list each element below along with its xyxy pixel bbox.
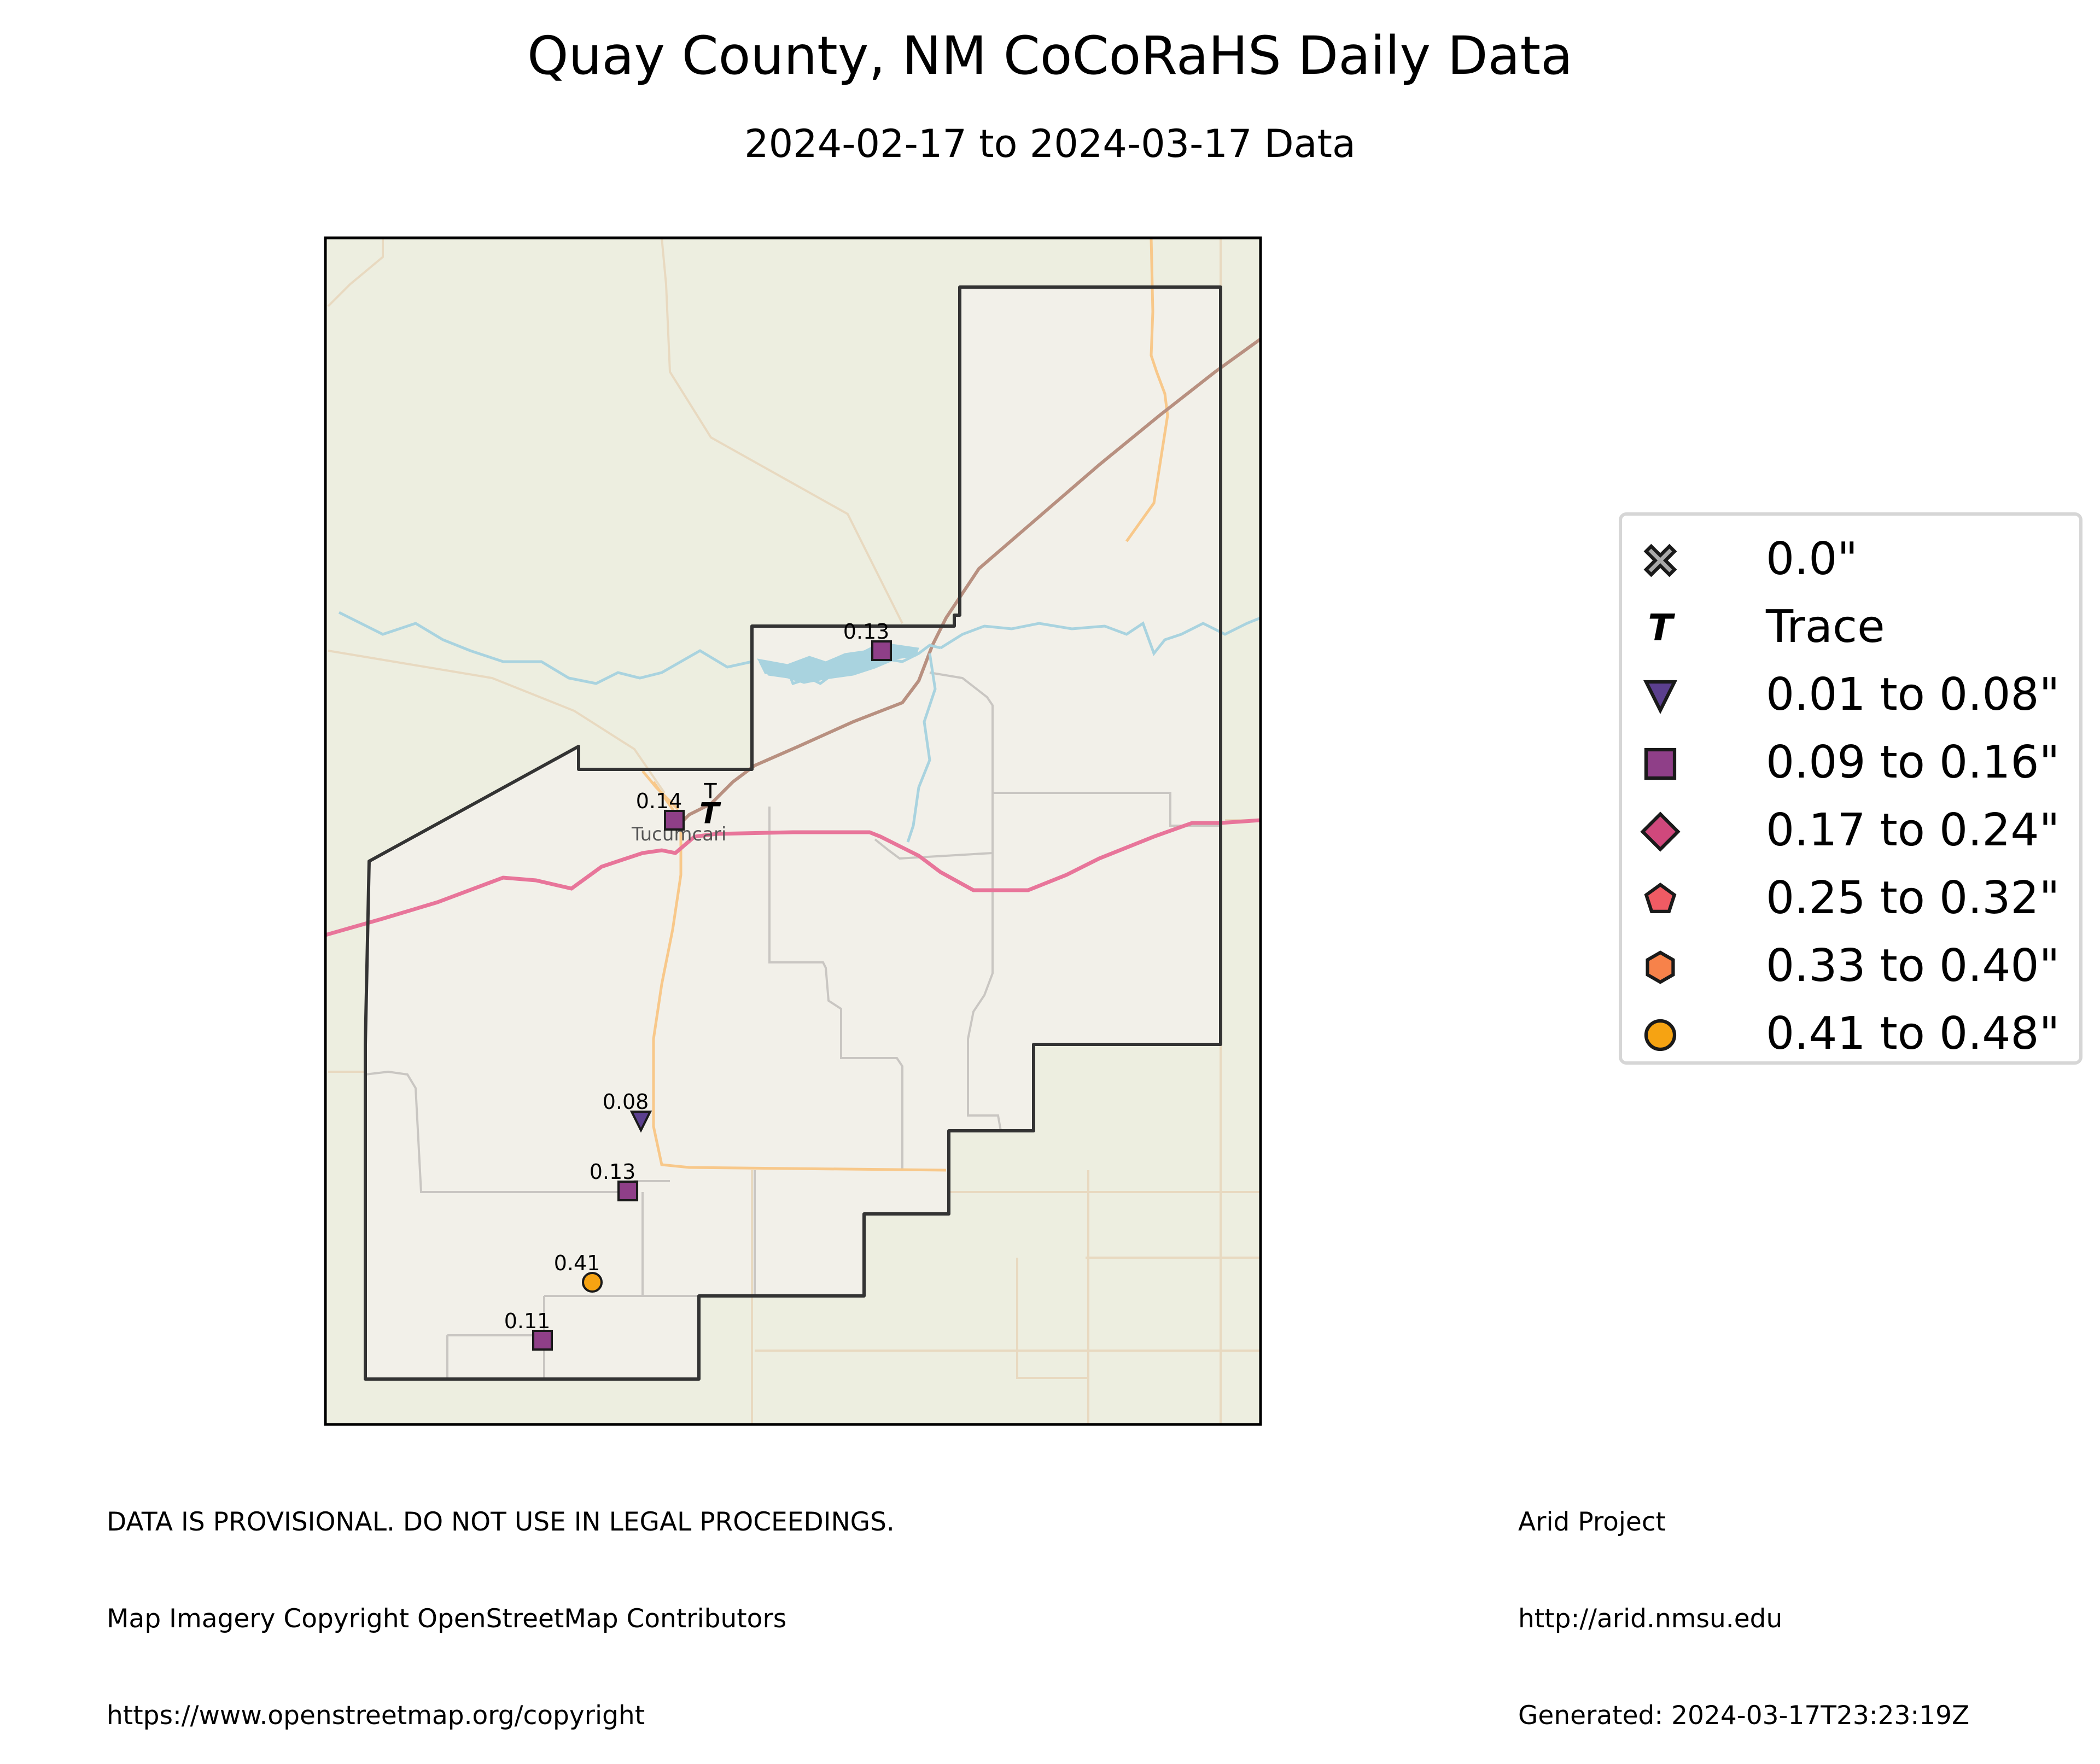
- footer-line[interactable]: http://arid.nmsu.edu: [1518, 1604, 1783, 1634]
- station-value-label: 0.13: [843, 620, 890, 644]
- svg-text:T: T: [1648, 606, 1675, 649]
- footer-line: DATA IS PROVISIONAL. DO NOT USE IN LEGAL…: [107, 1507, 895, 1537]
- legend-label: 0.09 to 0.16": [1766, 737, 2060, 788]
- legend-item: 0.09 to 0.16": [1622, 731, 2079, 797]
- footer-line[interactable]: https://www.openstreetmap.org/copyright: [107, 1701, 645, 1731]
- county-map[interactable]: Tucumcari 0.130.14 TT0.080.130.410.11: [0, 0, 2100, 1575]
- legend-item: 0.33 to 0.40": [1622, 934, 2079, 1000]
- legend-item: T Trace: [1622, 595, 2079, 661]
- circle-icon: [1644, 1019, 1677, 1052]
- map-frame: [324, 236, 1262, 1426]
- legend-label: 0.25 to 0.32": [1766, 872, 2060, 924]
- station-value-label: 0.14: [636, 789, 682, 813]
- station-markers: 0.13 0.14 TT 0.08 0.13 0.41 0.11: [504, 620, 892, 1351]
- minor-roads: [365, 671, 1221, 1379]
- station-value-label: T: [703, 779, 717, 803]
- legend-item: 0.0": [1622, 528, 2079, 593]
- station-marker[interactable]: [663, 809, 685, 831]
- legend-item: 0.25 to 0.32": [1622, 867, 2079, 932]
- legend-label: Trace: [1766, 601, 1885, 653]
- county-boundary: [364, 285, 1222, 1381]
- footer-disclaimer: DATA IS PROVISIONAL. DO NOT USE IN LEGAL…: [107, 1441, 895, 1764]
- chart-subtitle: 2024-02-17 to 2024-03-17 Data: [744, 121, 1356, 166]
- station-value-label: 0.11: [504, 1309, 551, 1333]
- legend-item: 0.01 to 0.08": [1622, 663, 2079, 729]
- station-value-label: 0.08: [603, 1090, 649, 1114]
- svg-text:T: T: [699, 797, 721, 830]
- station-value-label: 0.13: [590, 1160, 636, 1184]
- chart-title: Quay County, NM CoCoRaHS Daily Data: [527, 25, 1573, 86]
- diamond-icon: [1640, 811, 1681, 852]
- footer-credits: Arid Project http://arid.nmsu.edu Genera…: [1518, 1441, 1969, 1764]
- trace-icon: T: [1648, 606, 1675, 649]
- railroad: [676, 337, 1261, 827]
- station-marker[interactable]: T: [699, 797, 721, 830]
- legend-label: 0.41 to 0.48": [1766, 1008, 2060, 1060]
- legend: 0.0" T Trace 0.01 to 0.08" 0.09 to 0.16" 0.17…: [1619, 512, 2082, 1065]
- station-marker[interactable]: [629, 1110, 652, 1133]
- station-value-label: 0.41: [554, 1251, 600, 1275]
- pentagon-icon: [1644, 883, 1677, 913]
- square-icon: [1644, 747, 1677, 780]
- footer-line: Arid Project: [1518, 1507, 1666, 1537]
- station-marker[interactable]: [617, 1180, 639, 1202]
- footer-line: Generated: 2024-03-17T23:23:19Z: [1518, 1701, 1970, 1731]
- legend-item: 0.17 to 0.24": [1622, 799, 2079, 865]
- hexagon-icon: [1646, 950, 1675, 984]
- station-marker[interactable]: [871, 640, 892, 662]
- triangle-down-icon: [1643, 680, 1678, 714]
- x-icon: [1643, 544, 1677, 577]
- legend-item: 0.41 to 0.48": [1622, 1002, 2079, 1068]
- interstate-40: [325, 818, 1261, 937]
- legend-label: 0.17 to 0.24": [1766, 804, 2060, 856]
- station-marker[interactable]: [532, 1329, 553, 1351]
- station-marker[interactable]: [581, 1271, 603, 1293]
- legend-label: 0.33 to 0.40": [1766, 940, 2060, 992]
- legend-label: 0.01 to 0.08": [1766, 669, 2060, 721]
- footer-line: Map Imagery Copyright OpenStreetMap Cont…: [107, 1604, 787, 1634]
- legend-label: 0.0": [1766, 533, 1858, 585]
